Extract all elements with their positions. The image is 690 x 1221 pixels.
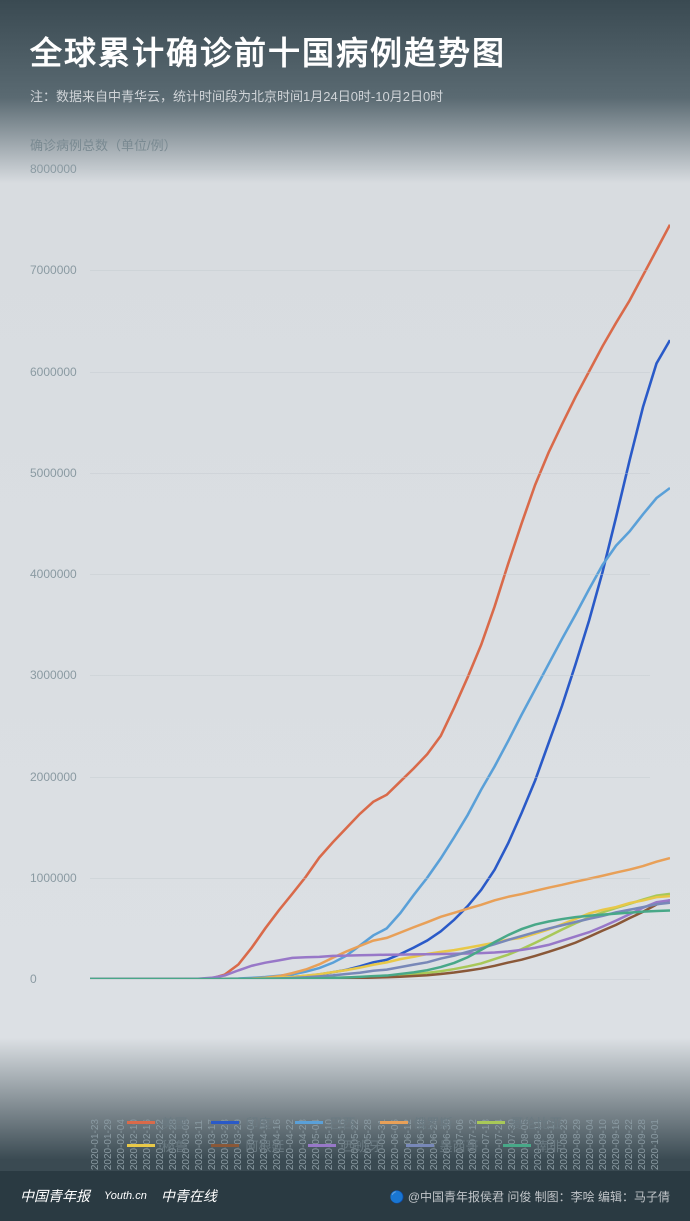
legend-swatch (127, 1121, 155, 1124)
legend-row: 美国 印度 巴西 俄罗斯 哥伦比亚 (40, 1113, 650, 1132)
gridline (90, 979, 650, 980)
y-tick: 4000000 (30, 567, 77, 581)
legend-label: 印度 (245, 1113, 271, 1132)
y-tick: 7000000 (30, 263, 77, 277)
legend-swatch (308, 1144, 336, 1147)
logo: 中青在线 (161, 1186, 217, 1206)
y-axis-label: 确诊病例总数（单位/例） (30, 135, 670, 154)
series-line (90, 894, 670, 979)
legend-item: 俄罗斯 (380, 1113, 453, 1132)
plot-area: 0100000020000003000000400000050000006000… (90, 169, 670, 979)
gridline (90, 777, 650, 778)
y-tick: 3000000 (30, 668, 77, 682)
legend-label: 南非 (537, 1136, 563, 1155)
legend-item: 墨西哥 (406, 1136, 479, 1155)
legend-swatch (211, 1144, 239, 1147)
legend-item: 西班牙 (308, 1136, 381, 1155)
legend-label: 哥伦比亚 (511, 1113, 563, 1132)
header: 全球累计确诊前十国病例趋势图 注：数据来自中青华云，统计时间段为北京时间1月24… (0, 0, 690, 115)
gridline (90, 372, 650, 373)
footer-credit: 🔵 @中国青年报侯君 问俊 制图：李哙 编辑：马子倩 (390, 1188, 670, 1205)
legend-label: 墨西哥 (440, 1136, 479, 1155)
gridline (90, 878, 650, 879)
legend-swatch (406, 1144, 434, 1147)
legend-item: 秘鲁 (127, 1136, 187, 1155)
gridline (90, 270, 650, 271)
series-line (90, 340, 670, 979)
legend-swatch (295, 1121, 323, 1124)
legend: 美国 印度 巴西 俄罗斯 哥伦比亚秘鲁 阿根廷 西班牙 墨西哥 南非 (0, 1109, 690, 1159)
legend-swatch (380, 1121, 408, 1124)
legend-label: 阿根廷 (245, 1136, 284, 1155)
legend-swatch (477, 1121, 505, 1124)
weibo-icon: 🔵 (390, 1190, 405, 1204)
legend-item: 印度 (211, 1113, 271, 1132)
subtitle: 注：数据来自中青华云，统计时间段为北京时间1月24日0时-10月2日0时 (30, 86, 660, 105)
legend-item: 南非 (503, 1136, 563, 1155)
legend-row: 秘鲁 阿根廷 西班牙 墨西哥 南非 (40, 1136, 650, 1155)
legend-swatch (503, 1144, 531, 1147)
y-tick: 1000000 (30, 871, 77, 885)
series-line (90, 488, 670, 979)
y-tick: 8000000 (30, 162, 77, 176)
legend-label: 西班牙 (342, 1136, 381, 1155)
legend-label: 美国 (161, 1113, 187, 1132)
legend-item: 美国 (127, 1113, 187, 1132)
series-line (90, 903, 670, 979)
series-line (90, 896, 670, 979)
legend-swatch (127, 1144, 155, 1147)
gridline (90, 675, 650, 676)
legend-item: 哥伦比亚 (477, 1113, 563, 1132)
footer: 中国青年报 Youth.cn 中青在线 🔵 @中国青年报侯君 问俊 制图：李哙 … (0, 1171, 690, 1221)
y-tick: 2000000 (30, 770, 77, 784)
y-tick: 0 (30, 972, 37, 986)
legend-swatch (211, 1121, 239, 1124)
gridline (90, 574, 650, 575)
y-tick: 6000000 (30, 365, 77, 379)
footer-logos: 中国青年报 Youth.cn 中青在线 (20, 1186, 217, 1206)
gridline (90, 473, 650, 474)
y-tick: 5000000 (30, 466, 77, 480)
legend-item: 阿根廷 (211, 1136, 284, 1155)
legend-label: 俄罗斯 (414, 1113, 453, 1132)
legend-label: 秘鲁 (161, 1136, 187, 1155)
legend-item: 巴西 (295, 1113, 355, 1132)
legend-label: 巴西 (329, 1113, 355, 1132)
chart-container: 确诊病例总数（单位/例） 010000002000000300000040000… (30, 135, 670, 1075)
logo: Youth.cn (104, 1190, 147, 1202)
logo: 中国青年报 (20, 1186, 90, 1206)
page-title: 全球累计确诊前十国病例趋势图 (30, 28, 660, 74)
gridline (90, 169, 650, 170)
